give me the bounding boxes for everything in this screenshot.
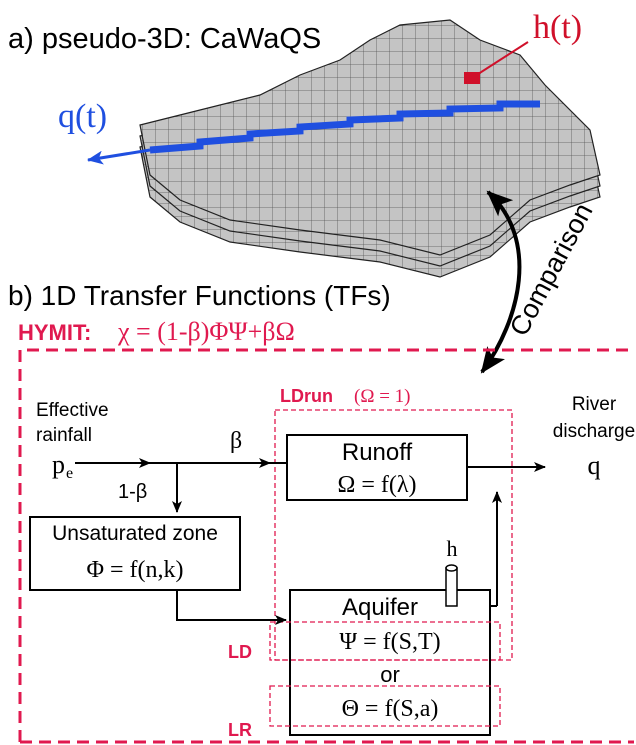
runoff-title: Runoff (342, 439, 413, 466)
output-line: River (572, 394, 617, 415)
unsaturated-equation: Φ = f(n,k) (86, 557, 183, 583)
output-symbol: q (588, 451, 601, 480)
ld-label: LD (228, 642, 252, 662)
hymit-equation: χ = (1-β)ΦΨ+βΩ (117, 317, 295, 346)
piezometer (446, 565, 457, 606)
panel-b-title: b) 1D Transfer Functions (TFs) (8, 280, 391, 311)
panel-a-title: a) pseudo-3D: CaWaQS (8, 23, 321, 55)
aquifer-equation-ld: Ψ = f(S,T) (339, 629, 440, 655)
catchment-map (140, 20, 600, 277)
input-subscript: e (66, 465, 73, 482)
unsaturated-title: Unsaturated zone (52, 522, 218, 545)
input-symbol: p (52, 450, 65, 479)
output-line: discharge (553, 421, 635, 442)
aquifer-or: or (380, 662, 400, 687)
input-line: Effective (36, 400, 109, 421)
outlet-arrow (88, 150, 150, 160)
aquifer-equation-lr: Θ = f(S,a) (342, 696, 439, 722)
ldrun-condition: (Ω = 1) (354, 386, 411, 407)
one-minus-beta-label: 1-β (118, 481, 147, 503)
aquifer-title: Aquifer (342, 594, 418, 621)
ldrun-label: LDrun (280, 386, 333, 406)
figure: a) pseudo-3D: CaWaQS h(t) q(t) Compariso… (0, 0, 636, 745)
lr-label: LR (228, 720, 252, 740)
piezometer-label: h (447, 536, 458, 561)
q-label: q(t) (58, 98, 107, 135)
beta-label: β (230, 428, 242, 454)
runoff-equation: Ω = f(λ) (338, 472, 417, 498)
input-line: rainfall (36, 425, 92, 446)
h-label: h(t) (533, 9, 582, 46)
hymit-label: HYMIT: (18, 320, 91, 345)
